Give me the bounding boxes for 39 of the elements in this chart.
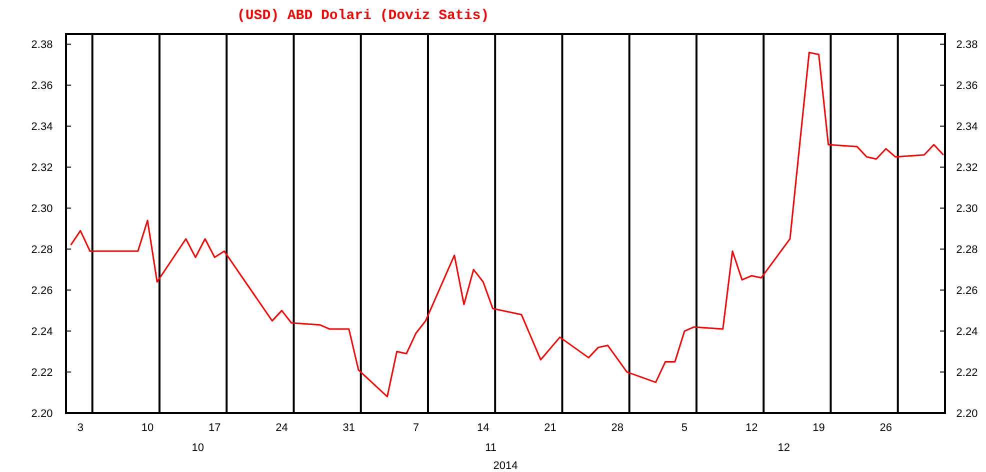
- x-tick-label: 10: [141, 422, 154, 434]
- x-tick-label: 14: [477, 422, 490, 434]
- x-tick-label: 26: [880, 422, 892, 434]
- line-series: [70, 52, 944, 398]
- y2-tick-label: 2.32: [956, 162, 978, 174]
- y-tick-label: 2.22: [31, 367, 53, 380]
- y-tick-label: 2.20: [31, 408, 53, 420]
- y2-tick-label: 2.38: [956, 39, 978, 52]
- x-axis-title: 2014: [493, 460, 518, 472]
- y2-tick-label: 2.34: [956, 121, 978, 134]
- y-tick-label: 2.24: [31, 326, 53, 338]
- y-tick-label: 2.32: [31, 162, 53, 174]
- y2-tick-label: 2.30: [956, 203, 978, 216]
- y2-tick-label: 2.22: [956, 367, 978, 380]
- y-tick-label: 2.34: [31, 121, 53, 134]
- x-tick-label: 5: [681, 422, 688, 434]
- y-tick-label: 2.26: [31, 285, 53, 298]
- text: 12: [778, 442, 790, 454]
- chart-title: (USD) ABD Dolari (Doviz Satis): [237, 8, 490, 24]
- y-tick-label: 2.30: [31, 203, 53, 216]
- x-tick-label: 24: [276, 422, 288, 434]
- text: 11: [485, 442, 497, 454]
- x-tick-label: 21: [544, 422, 556, 434]
- y2-tick-label: 2.20: [956, 408, 978, 420]
- x-tick-label: 12: [745, 422, 758, 434]
- x-tick-label: 19: [812, 422, 825, 434]
- x-tick-label: 7: [412, 422, 420, 434]
- text: 10: [192, 442, 204, 454]
- x-tick-label: 28: [611, 422, 624, 434]
- x-tick-label: 17: [208, 422, 221, 434]
- x-tick-label: 31: [342, 422, 356, 434]
- y-tick-label: 2.36: [31, 80, 53, 92]
- y2-tick-label: 2.24: [956, 326, 978, 338]
- y2-tick-label: 2.36: [956, 80, 978, 92]
- y-tick-label: 2.38: [31, 39, 53, 52]
- y2-tick-label: 2.28: [956, 244, 978, 256]
- y-tick-label: 2.28: [31, 244, 53, 256]
- x-tick-label: 3: [77, 422, 84, 434]
- y2-tick-label: 2.26: [956, 285, 978, 298]
